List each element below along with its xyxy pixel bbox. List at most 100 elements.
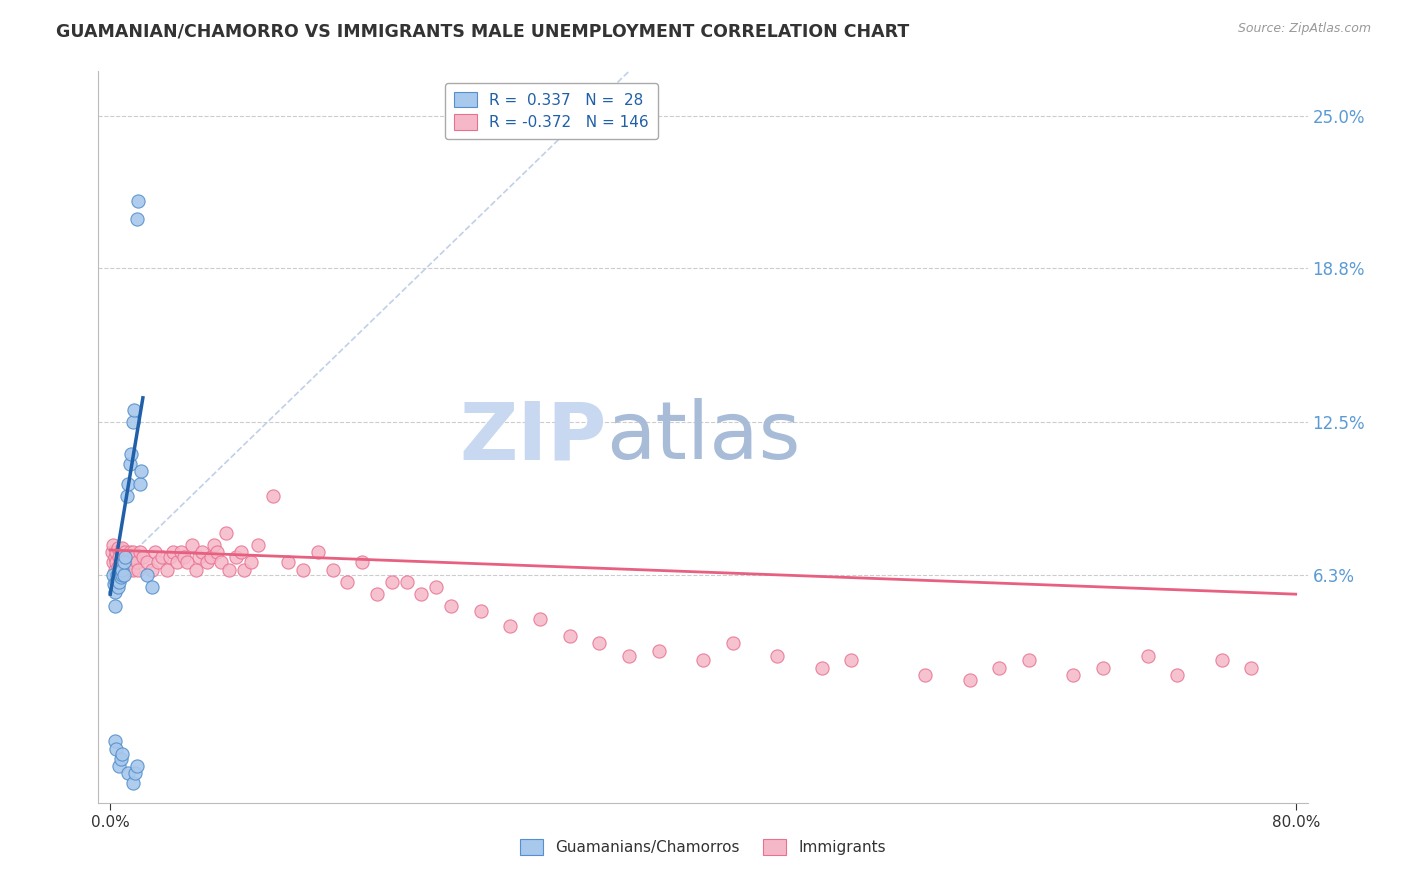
Point: [108, 574, 131, 589]
Point: [112, 550, 135, 565]
Point: [381, 574, 404, 589]
Point: [411, 587, 433, 601]
Point: [131, 465, 153, 479]
Point: [155, 563, 177, 577]
Point: [366, 587, 388, 601]
Point: [186, 563, 208, 577]
Point: [959, 673, 981, 687]
Point: [125, 211, 148, 226]
Point: [105, 545, 128, 559]
Point: [240, 555, 263, 569]
Point: [111, 567, 134, 582]
Point: [352, 555, 374, 569]
Point: [162, 545, 184, 559]
Point: [105, 567, 128, 582]
Point: [440, 599, 463, 614]
Point: [205, 545, 228, 559]
Point: [107, 580, 129, 594]
Point: [229, 545, 252, 559]
Point: [118, 545, 141, 559]
Point: [558, 629, 581, 643]
Point: [121, 415, 143, 429]
Point: [117, 563, 139, 577]
Point: [647, 643, 669, 657]
Text: Source: ZipAtlas.com: Source: ZipAtlas.com: [1237, 22, 1371, 36]
Point: [1166, 668, 1188, 682]
Point: [180, 538, 202, 552]
Point: [914, 668, 936, 682]
Point: [721, 636, 744, 650]
Point: [141, 563, 163, 577]
Point: [108, 550, 131, 565]
Point: [125, 555, 148, 569]
Point: [136, 567, 159, 582]
Point: [291, 563, 314, 577]
Point: [132, 550, 155, 565]
Point: [692, 653, 714, 667]
Point: [111, 541, 134, 555]
Point: [529, 612, 551, 626]
Point: [1062, 668, 1084, 682]
Point: [150, 550, 173, 565]
Point: [307, 545, 329, 559]
Point: [108, 563, 131, 577]
Point: [395, 574, 418, 589]
Point: [617, 648, 640, 663]
Text: atlas: atlas: [606, 398, 800, 476]
Point: [766, 648, 789, 663]
Point: [108, 565, 131, 579]
Point: [125, 759, 148, 773]
Point: [110, 751, 132, 765]
Point: [1092, 661, 1115, 675]
Point: [247, 538, 270, 552]
Point: [1018, 653, 1040, 667]
Point: [209, 555, 232, 569]
Point: [105, 741, 128, 756]
Point: [122, 550, 145, 565]
Point: [104, 563, 127, 577]
Point: [141, 580, 163, 594]
Point: [121, 563, 143, 577]
Point: [1136, 648, 1159, 663]
Point: [225, 550, 247, 565]
Point: [188, 550, 211, 565]
Point: [105, 574, 128, 589]
Point: [988, 661, 1011, 675]
Point: [129, 476, 152, 491]
Point: [110, 545, 132, 559]
Point: [195, 555, 218, 569]
Point: [100, 545, 122, 559]
Point: [112, 567, 135, 582]
Point: [588, 636, 610, 650]
Point: [117, 766, 139, 780]
Point: [839, 653, 862, 667]
Point: [117, 550, 139, 565]
Point: [115, 489, 138, 503]
Point: [127, 194, 149, 209]
Point: [110, 563, 132, 577]
Point: [121, 776, 143, 790]
Point: [159, 550, 181, 565]
Point: [114, 555, 136, 569]
Text: ZIP: ZIP: [458, 398, 606, 476]
Point: [105, 555, 128, 569]
Point: [176, 555, 198, 569]
Point: [146, 555, 169, 569]
Point: [103, 567, 125, 582]
Point: [114, 545, 136, 559]
Point: [110, 555, 132, 569]
Point: [114, 550, 136, 565]
Point: [127, 563, 149, 577]
Point: [111, 563, 134, 577]
Point: [262, 489, 284, 503]
Point: [200, 550, 222, 565]
Point: [111, 560, 134, 574]
Point: [121, 545, 143, 559]
Text: GUAMANIAN/CHAMORRO VS IMMIGRANTS MALE UNEMPLOYMENT CORRELATION CHART: GUAMANIAN/CHAMORRO VS IMMIGRANTS MALE UN…: [56, 22, 910, 40]
Point: [173, 550, 195, 565]
Point: [112, 555, 135, 569]
Point: [499, 619, 522, 633]
Point: [103, 538, 125, 552]
Point: [107, 560, 129, 574]
Point: [122, 403, 145, 417]
